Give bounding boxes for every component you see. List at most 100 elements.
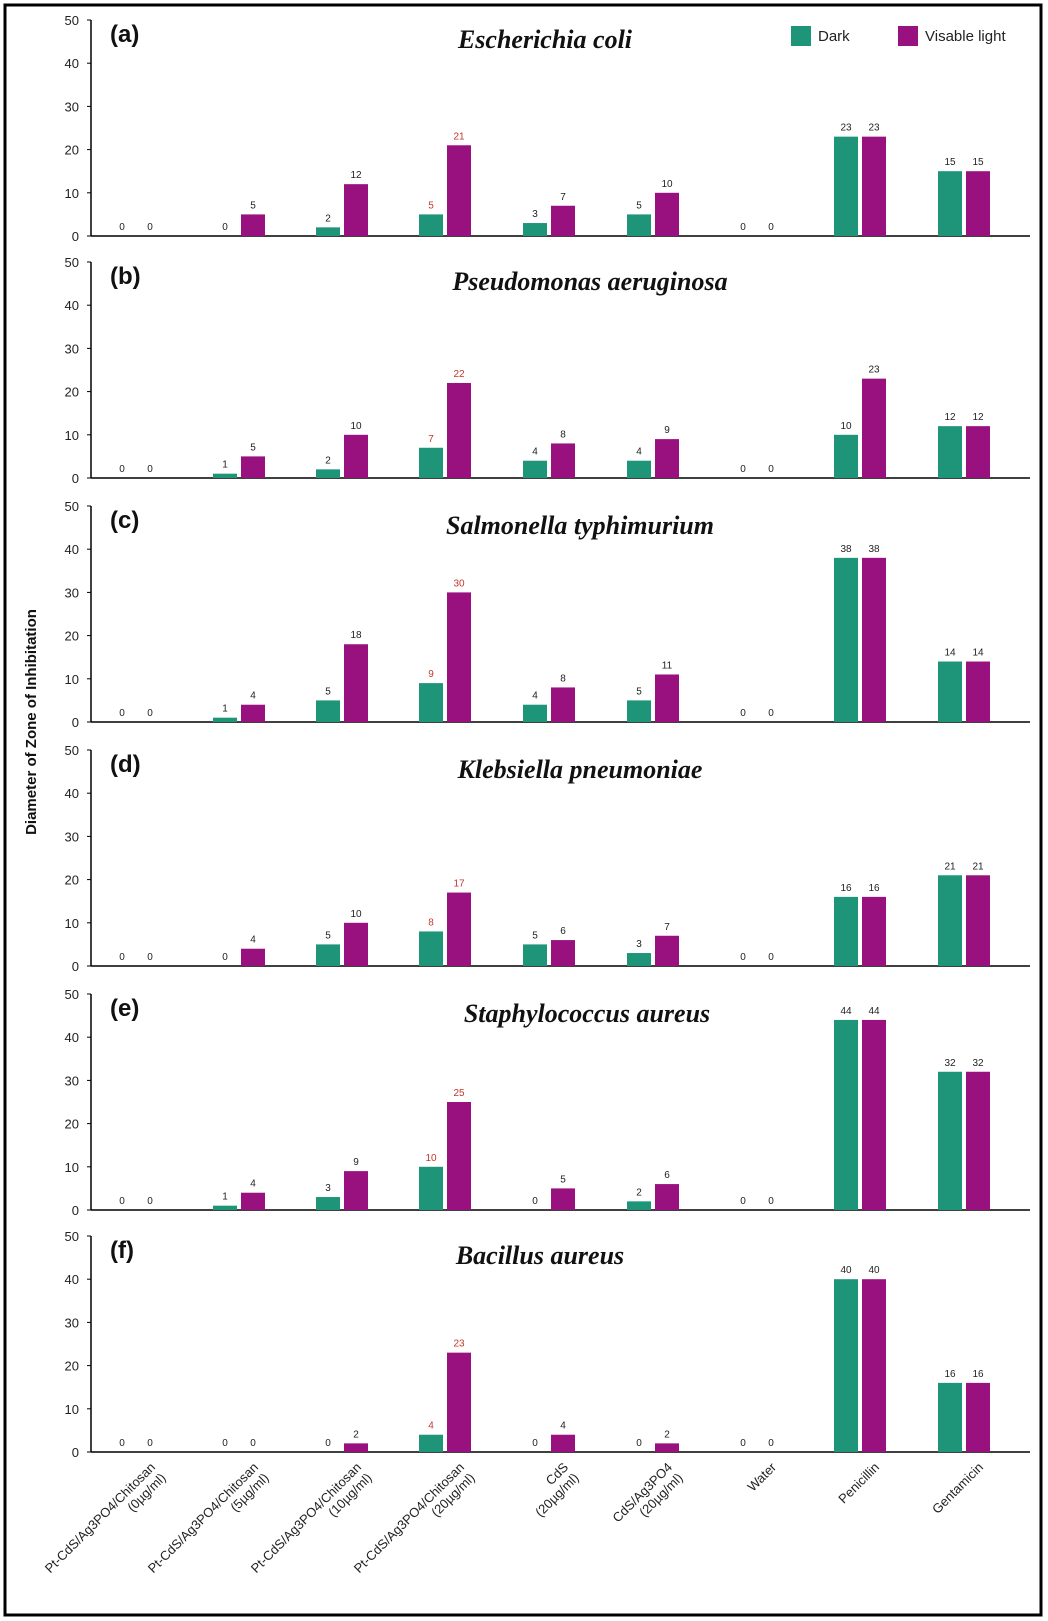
bar-value-label: 2	[353, 1429, 359, 1440]
bar-dark	[627, 460, 651, 478]
bar-dark	[938, 1382, 962, 1452]
y-tick-label: 40	[65, 1272, 79, 1287]
y-tick-label: 10	[65, 916, 79, 931]
bar-dark	[627, 1201, 651, 1210]
panel-letter: (f)	[110, 1237, 134, 1264]
panel-title: Staphylococcus aureus	[464, 999, 710, 1028]
bar-value-label: 10	[350, 909, 362, 920]
bar-value-label: 2	[325, 455, 331, 466]
bar-dark	[938, 1071, 962, 1210]
bar-dark	[316, 469, 340, 478]
bar-value-label: 0	[222, 1438, 228, 1449]
bar-value-label: 2	[636, 1187, 642, 1198]
bar-value-label: 0	[740, 222, 746, 233]
bar-value-label: 16	[868, 883, 880, 894]
bar-light	[966, 1382, 990, 1452]
bar-value-label: 0	[740, 1438, 746, 1449]
bar-light	[966, 426, 990, 478]
bar-light	[862, 1019, 886, 1210]
bar-dark	[523, 944, 547, 966]
bar-value-label: 0	[147, 222, 153, 233]
bar-value-label: 40	[868, 1265, 880, 1276]
bar-value-label: 5	[250, 200, 256, 211]
y-tick-label: 30	[65, 1073, 79, 1088]
bar-value-label: 5	[325, 930, 331, 941]
bar-light	[862, 1279, 886, 1452]
bar-value-label: 12	[972, 412, 984, 423]
bar-dark	[834, 896, 858, 966]
bar-light	[447, 1102, 471, 1210]
y-tick-label: 40	[65, 56, 79, 71]
legend-light-label: Visable light	[925, 28, 1006, 45]
bar-value-label: 6	[560, 926, 566, 937]
bar-light	[344, 1171, 368, 1210]
y-tick-label: 50	[65, 987, 79, 1002]
bar-value-label: 4	[532, 447, 538, 458]
bar-value-label: 8	[560, 673, 566, 684]
bar-value-label: 0	[119, 952, 125, 963]
y-tick-label: 20	[65, 1359, 79, 1374]
panel-letter: (a)	[110, 21, 139, 48]
bar-dark	[419, 447, 443, 478]
bar-value-label: 0	[532, 1196, 538, 1207]
bar-value-label: 4	[428, 1421, 434, 1432]
bar-value-label: 0	[768, 708, 774, 719]
panel-title: Bacillus aureus	[455, 1241, 624, 1270]
bar-dark	[419, 683, 443, 722]
bar-value-label: 7	[664, 922, 670, 933]
bar-value-label: 7	[560, 192, 566, 203]
bar-value-label: 6	[664, 1170, 670, 1181]
bar-light	[966, 171, 990, 236]
bar-value-label: 0	[147, 1438, 153, 1449]
panel-title: Escherichia coli	[457, 25, 633, 54]
bar-value-label: 44	[868, 1006, 880, 1017]
bar-value-label: 12	[944, 412, 956, 423]
bar-dark	[834, 557, 858, 722]
y-tick-label: 30	[65, 1315, 79, 1330]
bar-value-label: 1	[222, 460, 228, 471]
y-tick-label: 10	[65, 1160, 79, 1175]
y-tick-label: 20	[65, 1117, 79, 1132]
y-tick-label: 50	[65, 743, 79, 758]
panel-title: Salmonella typhimurium	[446, 511, 714, 540]
bar-value-label: 15	[972, 157, 984, 168]
bar-value-label: 0	[768, 464, 774, 475]
bar-value-label: 3	[636, 939, 642, 950]
bar-value-label: 9	[664, 425, 670, 436]
bar-value-label: 7	[428, 434, 434, 445]
y-tick-label: 50	[65, 13, 79, 28]
bar-value-label: 8	[428, 917, 434, 928]
bar-value-label: 1	[222, 1192, 228, 1203]
bar-light	[551, 940, 575, 966]
bar-value-label: 0	[636, 1438, 642, 1449]
bar-value-label: 0	[119, 464, 125, 475]
bar-dark	[213, 1205, 237, 1210]
bar-light	[966, 1071, 990, 1210]
bar-value-label: 30	[453, 578, 465, 589]
bar-value-label: 10	[350, 421, 362, 432]
bar-dark	[419, 1166, 443, 1210]
y-tick-label: 40	[65, 298, 79, 313]
bar-value-label: 4	[532, 691, 538, 702]
y-tick-label: 0	[72, 471, 79, 486]
bar-value-label: 0	[768, 222, 774, 233]
bar-value-label: 0	[119, 1196, 125, 1207]
bar-value-label: 0	[325, 1438, 331, 1449]
bar-value-label: 18	[350, 630, 362, 641]
y-tick-label: 20	[65, 629, 79, 644]
bar-value-label: 0	[147, 464, 153, 475]
bar-light	[862, 378, 886, 478]
bar-light	[655, 674, 679, 722]
legend: Dark Visable light	[791, 26, 1006, 46]
bar-value-label: 0	[768, 1438, 774, 1449]
bar-value-label: 5	[532, 930, 538, 941]
y-tick-label: 10	[65, 672, 79, 687]
bar-value-label: 0	[740, 1196, 746, 1207]
bar-value-label: 14	[972, 648, 984, 659]
bar-light	[551, 687, 575, 722]
bar-value-label: 0	[147, 952, 153, 963]
bar-light	[241, 456, 265, 478]
